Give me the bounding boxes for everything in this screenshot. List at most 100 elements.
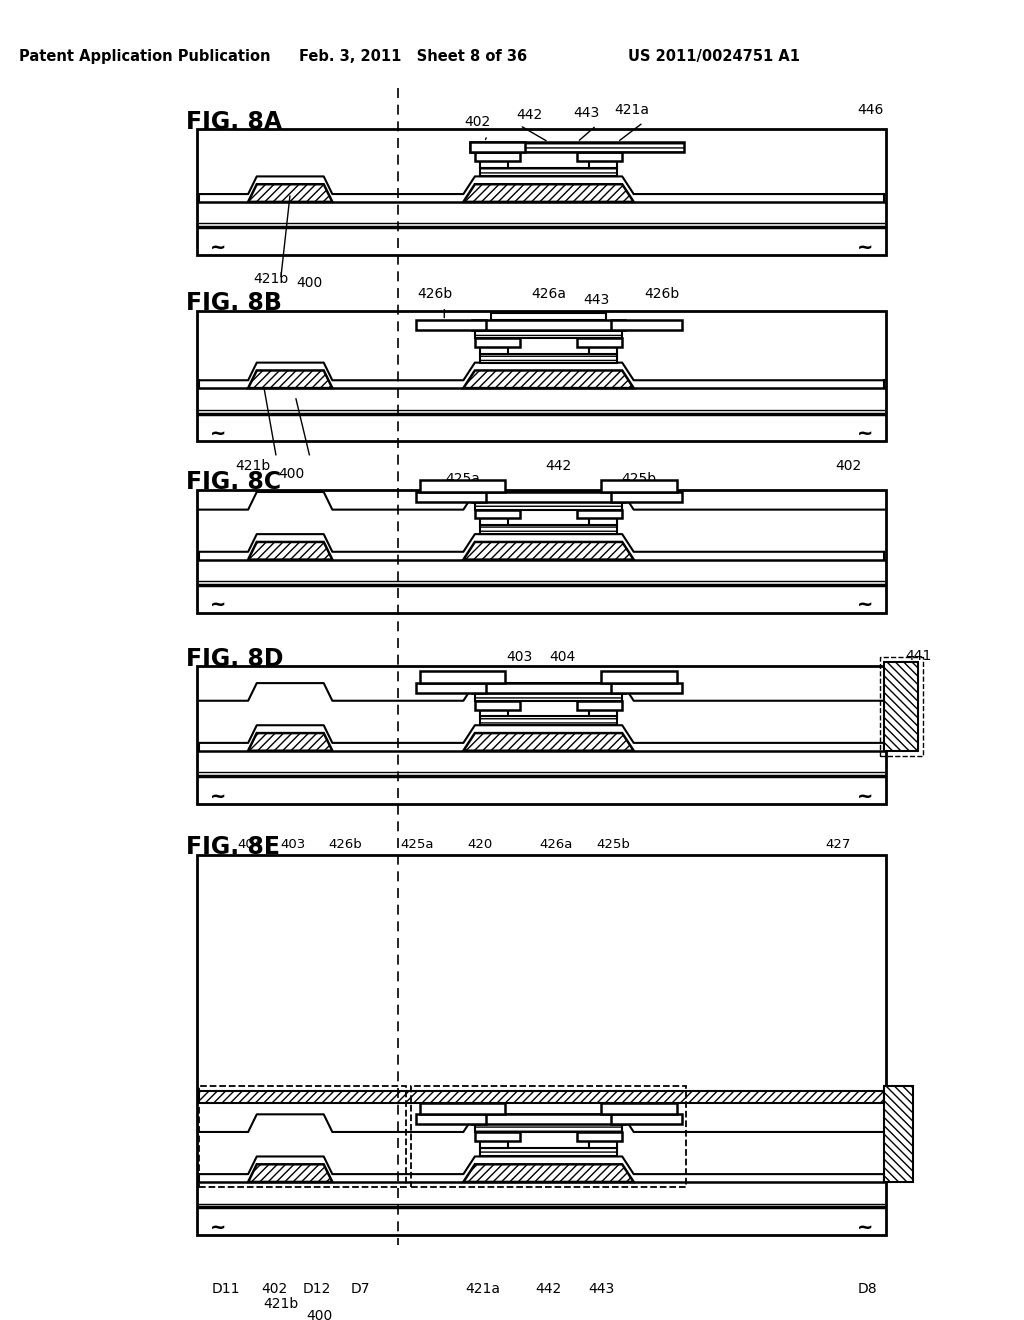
Bar — [198, 667, 886, 804]
Bar — [610, 321, 682, 330]
Bar — [475, 1133, 520, 1140]
Text: 420: 420 — [467, 838, 493, 850]
Bar — [885, 1086, 913, 1181]
Polygon shape — [248, 733, 333, 751]
Text: 403: 403 — [507, 651, 532, 664]
Text: ~: ~ — [857, 787, 873, 805]
Text: ~: ~ — [857, 238, 873, 256]
Bar — [601, 1102, 677, 1114]
Bar — [420, 672, 506, 684]
Bar — [416, 321, 486, 330]
Bar — [880, 656, 923, 755]
Bar — [475, 338, 520, 347]
Bar — [610, 1114, 682, 1125]
Text: 446: 446 — [857, 103, 884, 116]
Text: ~: ~ — [210, 1217, 226, 1237]
Bar — [885, 1086, 913, 1181]
Text: Patent Application Publication: Patent Application Publication — [19, 49, 270, 65]
Polygon shape — [248, 1164, 333, 1181]
Bar — [589, 347, 617, 354]
Bar — [885, 661, 918, 751]
Bar — [416, 684, 486, 693]
Bar — [475, 510, 520, 519]
Bar — [198, 310, 886, 441]
Bar — [200, 202, 885, 223]
Bar — [479, 710, 508, 717]
Polygon shape — [464, 371, 634, 388]
Bar — [475, 1125, 623, 1133]
Bar — [479, 519, 508, 525]
Text: D7: D7 — [350, 1282, 370, 1296]
Bar — [479, 525, 617, 535]
Polygon shape — [464, 543, 634, 560]
Text: FIG. 8B: FIG. 8B — [186, 292, 282, 315]
Bar — [475, 1125, 623, 1133]
Bar — [198, 490, 886, 612]
Text: FIG. 8D: FIG. 8D — [186, 647, 284, 671]
Bar — [416, 492, 486, 502]
Text: D8: D8 — [857, 1282, 877, 1296]
Bar — [475, 502, 623, 510]
Text: 427: 427 — [825, 838, 851, 850]
Text: 426a: 426a — [540, 838, 572, 850]
Bar — [479, 717, 617, 725]
Polygon shape — [464, 1164, 634, 1181]
Bar — [578, 701, 623, 710]
Text: 425b: 425b — [621, 473, 656, 486]
Bar — [472, 492, 625, 502]
Text: Feb. 3, 2011   Sheet 8 of 36: Feb. 3, 2011 Sheet 8 of 36 — [299, 49, 526, 65]
Polygon shape — [248, 543, 333, 560]
Text: ~: ~ — [857, 424, 873, 442]
Text: 442: 442 — [516, 107, 543, 121]
Bar — [610, 684, 682, 693]
Text: 404: 404 — [238, 838, 262, 850]
Text: 426b: 426b — [417, 286, 453, 301]
Text: ~: ~ — [857, 1217, 873, 1237]
Text: D12: D12 — [303, 1282, 331, 1296]
Bar — [475, 693, 623, 701]
Text: 421b: 421b — [236, 458, 270, 473]
Polygon shape — [464, 185, 634, 202]
Bar — [475, 152, 520, 161]
Text: ~: ~ — [210, 238, 226, 256]
Text: 425a: 425a — [445, 473, 480, 486]
Bar — [589, 1140, 617, 1147]
Text: 442: 442 — [536, 1282, 561, 1296]
Text: 443: 443 — [584, 293, 609, 306]
Text: 443: 443 — [573, 106, 600, 120]
Text: 426b: 426b — [645, 286, 680, 301]
Bar — [479, 1140, 508, 1147]
Bar — [472, 684, 625, 693]
Bar — [479, 161, 508, 168]
Bar — [475, 502, 623, 510]
Bar — [200, 1090, 885, 1102]
Bar — [885, 661, 918, 751]
Bar — [479, 347, 508, 354]
Text: 400: 400 — [306, 1309, 332, 1320]
Bar — [475, 701, 520, 710]
Text: FIG. 8E: FIG. 8E — [186, 836, 280, 859]
Text: 421b: 421b — [263, 1296, 298, 1311]
Bar — [578, 152, 623, 161]
Bar — [200, 1086, 406, 1187]
Text: 443: 443 — [588, 1282, 614, 1296]
Bar — [479, 354, 617, 363]
Bar — [601, 672, 677, 684]
Bar — [479, 525, 617, 535]
Bar — [420, 480, 506, 492]
Text: 404: 404 — [550, 651, 577, 664]
Bar — [479, 1147, 617, 1156]
Bar — [470, 143, 684, 152]
Bar — [479, 1147, 617, 1156]
Text: ~: ~ — [210, 424, 226, 442]
Polygon shape — [464, 733, 634, 751]
Bar — [470, 143, 684, 152]
Bar — [198, 854, 886, 1236]
Bar — [610, 492, 682, 502]
Bar — [479, 168, 617, 177]
Bar — [578, 1133, 623, 1140]
Text: 400: 400 — [296, 276, 323, 290]
Bar — [200, 560, 885, 581]
Bar — [479, 168, 617, 177]
Bar — [472, 321, 625, 330]
